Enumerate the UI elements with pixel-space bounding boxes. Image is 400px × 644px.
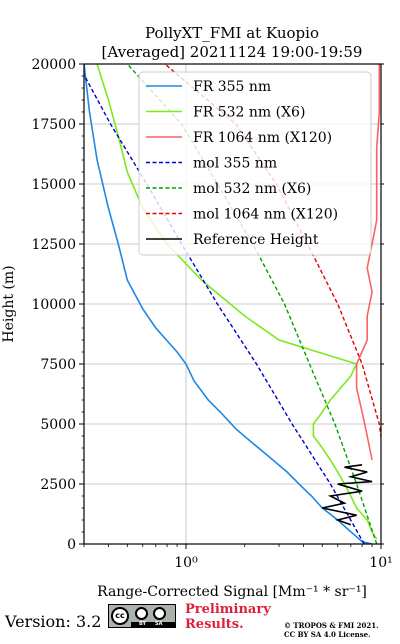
attribution-icon — [135, 607, 148, 620]
series-6-line — [322, 464, 373, 526]
chart-title: PollyXT_FMI at Kuopio — [145, 24, 319, 42]
preliminary-line-1: Preliminary — [185, 602, 271, 617]
legend-label-2: FR 1064 nm (X120) — [193, 130, 332, 146]
copyright-line-2: CC BY SA 4.0 License. — [284, 630, 371, 639]
license-strip — [131, 622, 175, 628]
legend-label-1: FR 532 nm (X6) — [193, 105, 305, 121]
y-tick-label-7: 17500 — [31, 117, 76, 133]
share-alike-icon — [153, 607, 166, 620]
copyright-notice: © TROPOS & FMI 2021. CC BY SA 4.0 Licens… — [284, 621, 379, 639]
legend-box — [138, 71, 372, 256]
cc-license-badge[interactable]: cc BY SA — [108, 604, 176, 628]
y-tick-label-0: 0 — [67, 537, 76, 553]
legend-label-0: FR 355 nm — [193, 79, 271, 95]
legend-label-6: Reference Height — [193, 232, 319, 248]
y-tick-label-5: 12500 — [31, 237, 76, 253]
preliminary-line-2: Results. — [185, 617, 244, 632]
legend-label-5: mol 1064 nm (X120) — [193, 207, 338, 223]
creative-commons-icon: cc — [111, 607, 129, 625]
y-tick-label-2: 5000 — [40, 417, 76, 433]
copyright-line-1: © TROPOS & FMI 2021. — [284, 621, 379, 630]
preliminary-notice: Preliminary Results. — [185, 602, 271, 632]
series-4-line — [126, 64, 378, 544]
y-tick-label-3: 7500 — [40, 357, 76, 373]
plot-layer: 0 2500 5000 7500 10000 12500 15000 17500 20000 10… — [31, 57, 392, 571]
chart-subtitle: [Averaged] 20211124 19:00-19:59 — [102, 43, 363, 61]
license-by-label: BY — [139, 621, 147, 627]
y-tick-label-8: 20000 — [31, 57, 76, 73]
series-2-line — [355, 64, 381, 461]
x-tick-label-0: 10⁰ — [174, 555, 198, 571]
legend-label-4: mol 532 nm (X6) — [193, 181, 311, 197]
y-axis-title: Height (m) — [1, 265, 17, 342]
series-3-line — [84, 73, 365, 544]
legend-label-3: mol 355 nm — [193, 156, 277, 172]
y-tick-label-1: 2500 — [40, 477, 76, 493]
y-tick-label-6: 15000 — [31, 177, 76, 193]
version-label: Version: 3.2 — [5, 612, 102, 631]
x-tick-label-1: 10¹ — [369, 555, 392, 571]
y-tick-label-4: 10000 — [31, 297, 76, 313]
license-sa-label: SA — [155, 621, 163, 627]
x-axis-title: Range-Corrected Signal [Mm⁻¹ * sr⁻¹] — [97, 584, 367, 600]
